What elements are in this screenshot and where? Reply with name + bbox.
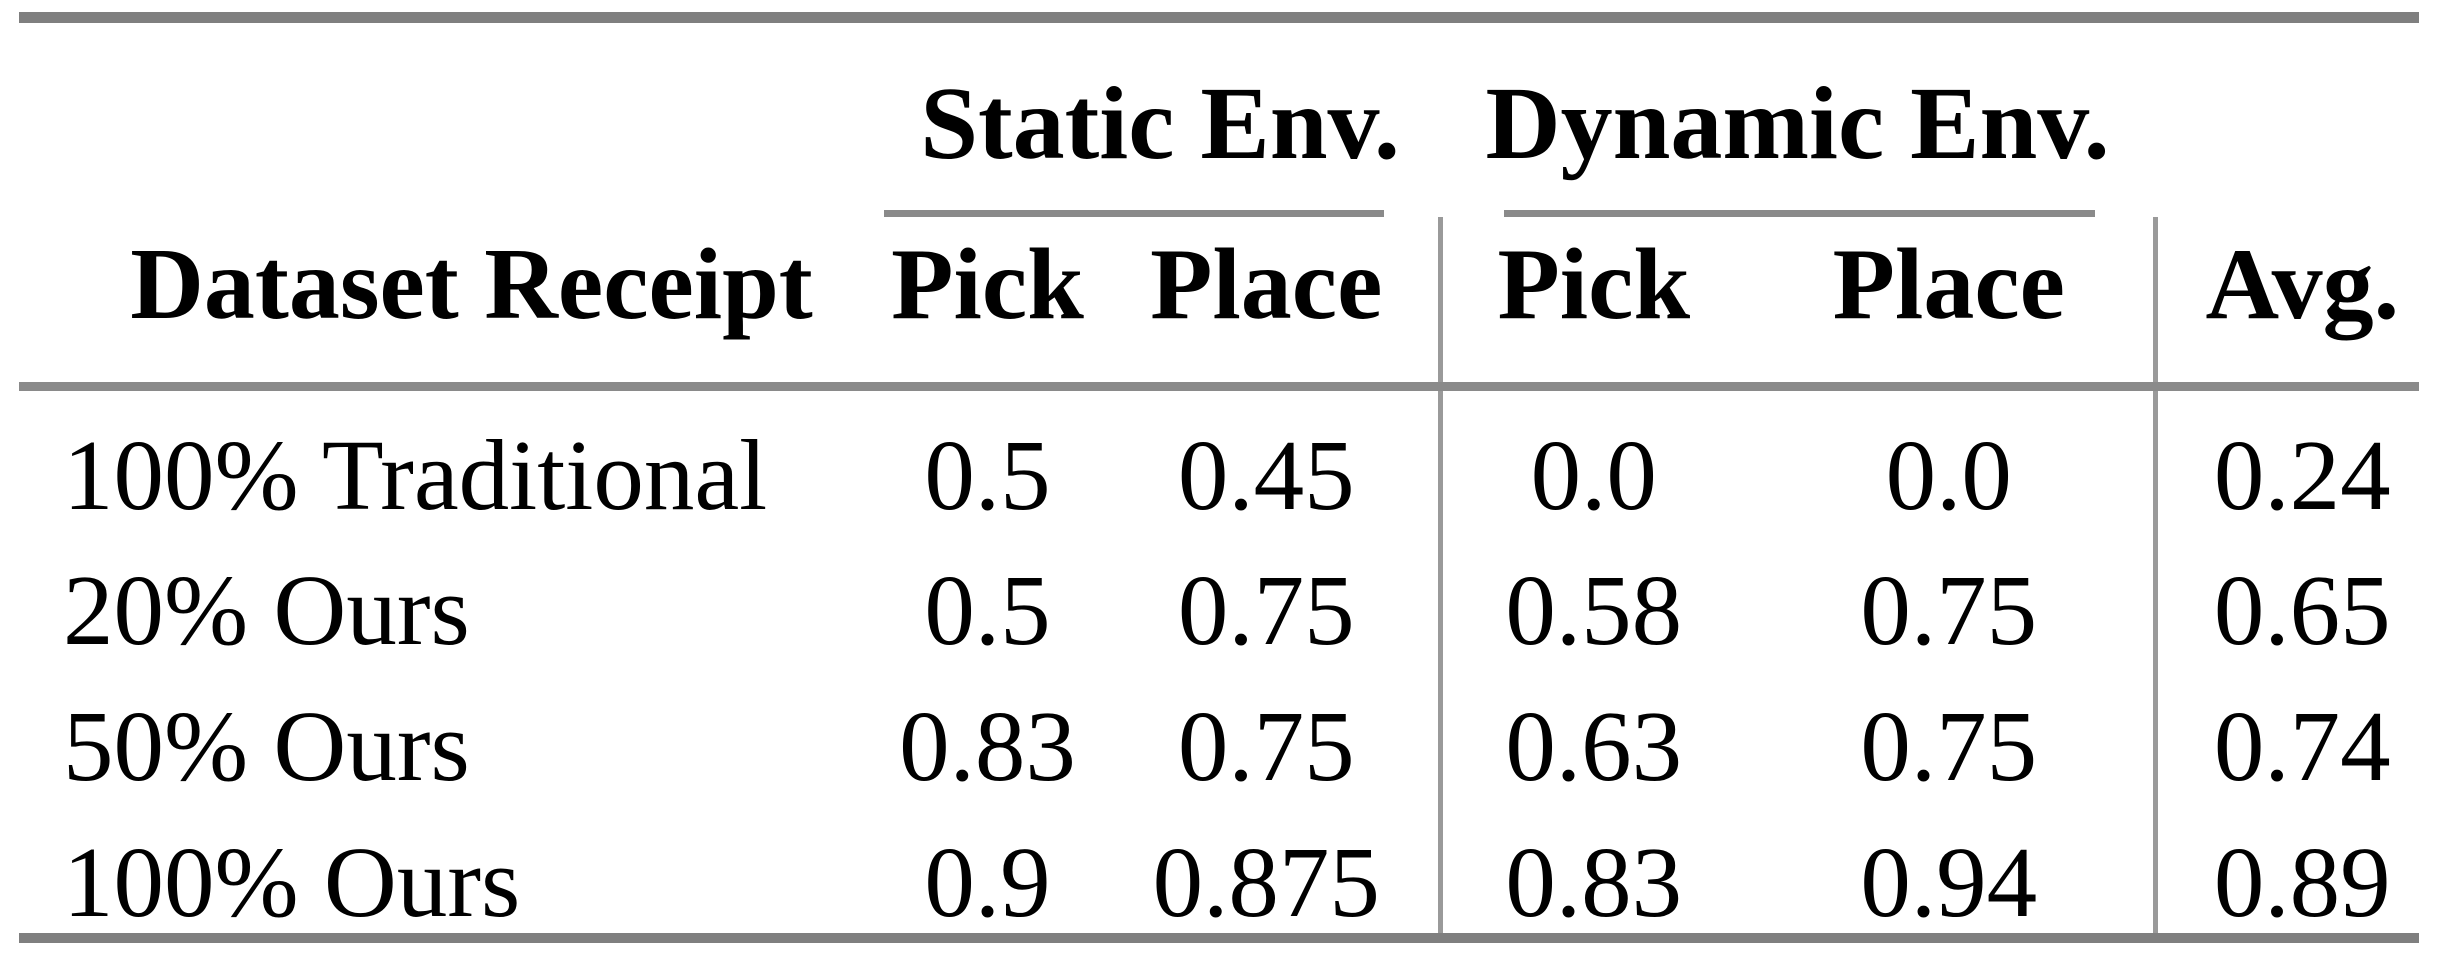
dynamic-env-group-label: Dynamic Env. (1485, 65, 2110, 181)
static-group-underline (884, 209, 1385, 217)
header-avg: Avg. (2152, 216, 2420, 387)
header-dynamic-pick: Pick (1437, 216, 1746, 387)
cell-avg: 0.74 (2152, 662, 2420, 798)
column-header-row: Dataset Receipt Pick Place Pick Place Av… (19, 216, 2420, 387)
results-table: Static Env. Dynamic Env. Dataset Receipt… (19, 12, 2420, 943)
group-spacer-avg (2155, 18, 2419, 217)
header-static-place: Place (1150, 227, 1383, 341)
cell-dynamic-pick: 0.63 (1437, 662, 1746, 798)
cell-static-place: 0.75 (1177, 554, 1355, 666)
cell-dynamic-pick: 0.58 (1437, 526, 1746, 662)
cell-dynamic-place: 0.75 (1860, 690, 2038, 802)
table-row-100-traditional: 100% Traditional 0.5 0.45 0.0 0.0 0.24 (19, 386, 2420, 531)
cell-avg: 0.24 (2152, 386, 2420, 526)
cell-dynamic-pick: 0.83 (1437, 798, 1746, 943)
row-label: 100% Ours (19, 798, 880, 943)
column-group-static: Static Env. (880, 18, 1440, 217)
cell-static-pick: 0.5 (924, 419, 1051, 531)
cell-avg: 0.65 (2152, 526, 2420, 662)
cell-static-pick: 0.5 (924, 554, 1051, 666)
cell-dynamic-place: 0.75 (1860, 554, 2038, 666)
cell-dynamic-pick: 0.0 (1437, 386, 1746, 526)
cell-static-place: 0.45 (1177, 419, 1355, 531)
header-dynamic-place: Place (1832, 227, 2065, 341)
cell-static-place: 0.75 (1177, 690, 1355, 802)
cell-static-place: 0.875 (1095, 798, 1441, 943)
cell-dynamic-place: 0.94 (1745, 798, 2156, 943)
cell-avg: 0.89 (2152, 798, 2420, 943)
row-label: 50% Ours (63, 690, 470, 802)
row-label: 100% Traditional (63, 419, 768, 531)
cell-static-pick: 0.9 (880, 798, 1095, 943)
dynamic-group-underline (1504, 209, 2096, 217)
table-row-100-ours: 100% Ours 0.9 0.875 0.83 0.94 0.89 (19, 798, 2420, 943)
row-label: 20% Ours (63, 554, 470, 666)
column-group-row: Static Env. Dynamic Env. (19, 18, 2419, 217)
header-dataset-receipt: Dataset Receipt (130, 227, 813, 341)
table-row-50-ours: 50% Ours 0.83 0.75 0.63 0.75 0.74 (19, 662, 2420, 802)
table-row-20-ours: 20% Ours 0.5 0.75 0.58 0.75 0.65 (19, 526, 2420, 666)
static-env-group-label: Static Env. (920, 65, 1400, 181)
cell-dynamic-place: 0.0 (1885, 419, 2012, 531)
header-static-pick: Pick (891, 227, 1084, 341)
cell-static-pick: 0.83 (899, 690, 1076, 802)
column-group-dynamic: Dynamic Env. (1440, 18, 2155, 217)
group-spacer-dataset (19, 18, 880, 217)
